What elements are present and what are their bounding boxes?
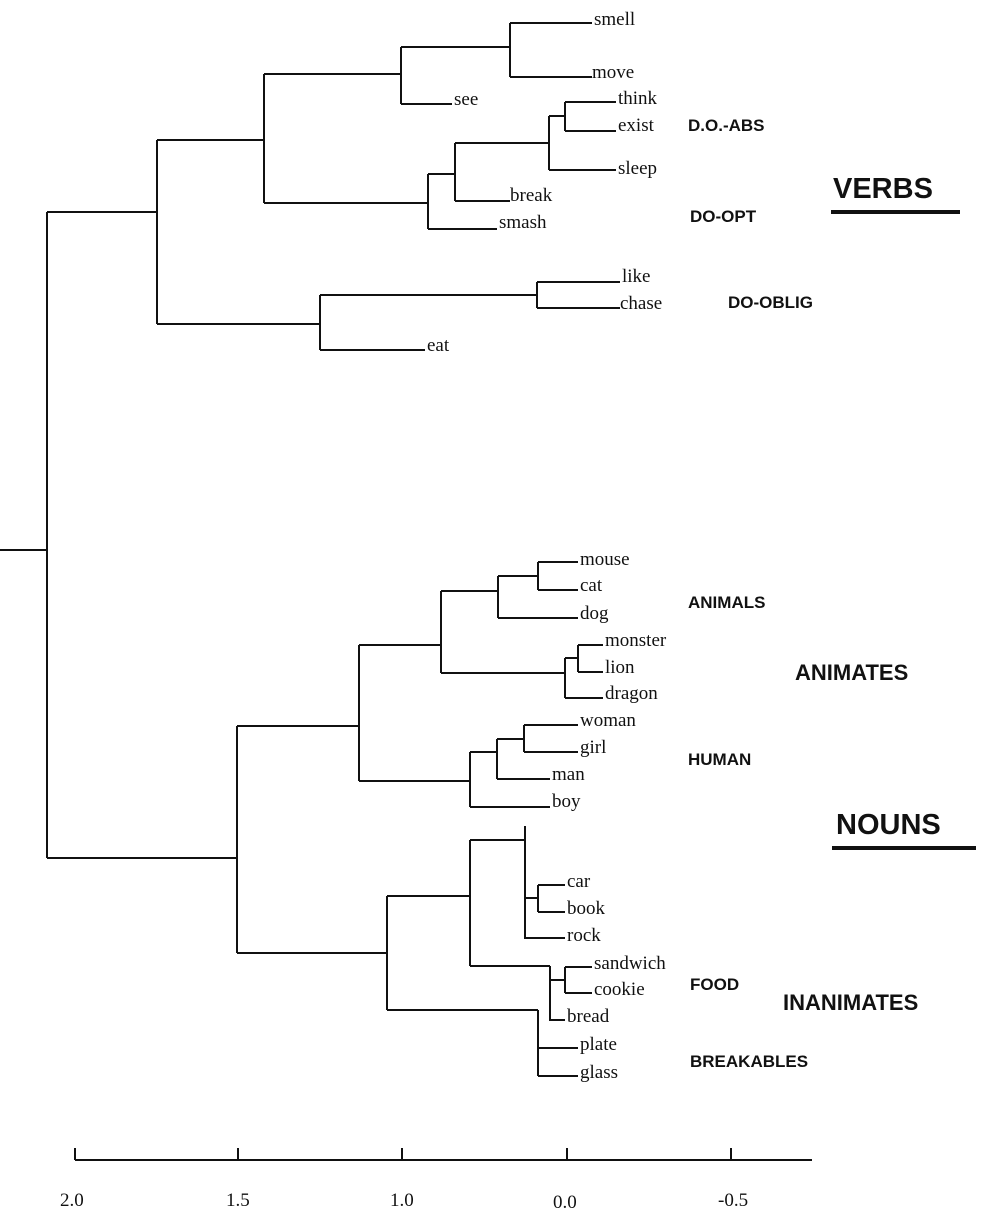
leaf-smell: smell [594, 9, 635, 30]
x-axis: 2.0 1.5 1.0 0.0 -0.5 [60, 1148, 812, 1213]
leaf-monster: monster [605, 630, 667, 651]
leaf-eat: eat [427, 335, 450, 356]
axis-tick-label: -0.5 [718, 1190, 748, 1211]
branch-like-chase-join [320, 282, 538, 308]
leaf-mouse: mouse [580, 549, 630, 570]
major-label-verbs: VERBS [833, 173, 933, 205]
branch-food-join [549, 966, 566, 993]
major-labels: VERBS NOUNS [831, 173, 976, 850]
branch-bread [549, 993, 565, 1021]
branch-rock [524, 898, 565, 939]
leaf-think: think [618, 88, 658, 109]
branch-mouse-cat [498, 562, 539, 590]
leaf-sandwich: sandwich [594, 953, 666, 974]
leaf-lion: lion [605, 657, 635, 678]
leaf-plate: plate [580, 1034, 617, 1055]
branch-woman-girl [497, 725, 525, 752]
branch-woman-girl-man [470, 739, 498, 779]
group-label-breakables: BREAKABLES [690, 1052, 808, 1071]
branch-objects-food [387, 840, 471, 966]
axis-tick-label: 1.0 [390, 1190, 414, 1211]
branch-animals [359, 591, 442, 673]
tree-branches [0, 22, 620, 1077]
axis-tick-label: 1.5 [226, 1190, 250, 1211]
branch-intrans [264, 174, 429, 229]
leaf-smash: smash [499, 212, 547, 233]
axis-tick-label: 2.0 [60, 1190, 84, 1211]
branch-verbs-b [157, 295, 321, 350]
branch-think-sleep [455, 116, 550, 170]
leaf-car: car [567, 871, 591, 892]
leaf-move: move [592, 62, 634, 83]
major-label-nouns: NOUNS [836, 809, 941, 841]
leaf-labels: smell move see think exist sleep break s… [427, 9, 667, 1083]
branch-intrans-a [428, 143, 456, 201]
leaf-like: like [622, 266, 651, 287]
leaf-exist: exist [618, 115, 655, 136]
leaf-bread: bread [567, 1006, 610, 1027]
leaf-dog: dog [580, 603, 609, 624]
branch-inanimates [237, 896, 388, 1010]
branch-monster-lion [565, 645, 579, 672]
group-labels: D.O.-ABS DO-OPT DO-OBLIG ANIMALS ANIMATE… [688, 116, 918, 1071]
group-label-inanimates: INANIMATES [783, 990, 918, 1015]
branch-think-exist [549, 102, 566, 131]
leaf-cat: cat [580, 575, 603, 596]
branch-root [0, 212, 48, 858]
leaf-woman: woman [580, 710, 636, 731]
branch-car-book-rock [470, 826, 526, 898]
group-label-animates: ANIMATES [795, 660, 908, 685]
branch-mouse-cat-dog [441, 576, 499, 618]
group-label-human: HUMAN [688, 750, 751, 769]
leaf-rock: rock [567, 925, 601, 946]
leaf-book: book [567, 898, 606, 919]
branch-breakables [387, 1009, 539, 1076]
branch-verbs-a [157, 74, 265, 203]
leaf-see: see [454, 89, 478, 110]
branch-smell-move [401, 23, 511, 77]
group-label-food: FOOD [690, 975, 739, 994]
leaf-girl: girl [580, 737, 606, 758]
branch-food [470, 965, 551, 993]
branch-cb-join [525, 885, 539, 912]
branch-animates [237, 645, 360, 781]
leaf-glass: glass [580, 1062, 618, 1083]
group-label-do-abs: D.O.-ABS [688, 116, 765, 135]
leaf-break: break [510, 185, 553, 206]
group-label-animals: ANIMALS [688, 593, 765, 612]
leaf-dragon: dragon [605, 683, 658, 704]
leaf-man: man [552, 764, 585, 785]
branch-monsters [441, 658, 566, 698]
axis-tick-label: 0.0 [553, 1192, 577, 1213]
branch-nouns [47, 726, 238, 953]
branch-human [359, 752, 471, 807]
group-label-do-oblig: DO-OBLIG [728, 293, 813, 312]
group-label-do-opt: DO-OPT [690, 207, 757, 226]
branch-perception [264, 47, 402, 104]
leaf-boy: boy [552, 791, 581, 812]
leaf-chase: chase [620, 293, 662, 314]
leaf-cookie: cookie [594, 979, 645, 1000]
leaf-sleep: sleep [618, 158, 657, 179]
branch-verbs [47, 140, 158, 324]
